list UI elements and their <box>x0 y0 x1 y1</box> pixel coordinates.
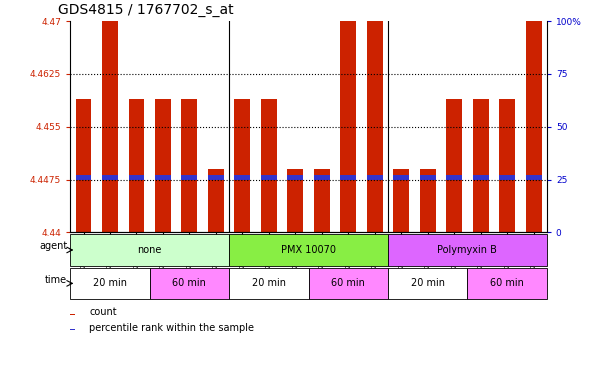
Bar <box>261 175 277 180</box>
Bar <box>128 175 144 180</box>
Text: 60 min: 60 min <box>331 278 365 288</box>
Bar <box>499 175 515 180</box>
Bar <box>525 21 541 232</box>
Bar <box>446 175 462 180</box>
Text: count: count <box>89 307 117 317</box>
Text: GDS4815 / 1767702_s_at: GDS4815 / 1767702_s_at <box>58 3 233 17</box>
Bar <box>446 99 462 232</box>
Bar <box>393 175 409 180</box>
Bar <box>76 99 92 232</box>
Bar <box>473 175 489 180</box>
Bar <box>181 99 197 232</box>
Bar <box>367 21 382 232</box>
Bar <box>76 175 92 180</box>
Bar <box>70 329 75 330</box>
Text: 60 min: 60 min <box>172 278 207 288</box>
Bar <box>420 175 436 180</box>
Text: time: time <box>45 275 67 285</box>
Text: percentile rank within the sample: percentile rank within the sample <box>89 323 254 333</box>
Bar <box>367 175 382 180</box>
Bar <box>314 175 330 180</box>
Bar <box>181 175 197 180</box>
Text: Polymyxin B: Polymyxin B <box>437 245 497 255</box>
Bar <box>155 175 171 180</box>
Bar <box>340 175 356 180</box>
Bar <box>499 99 515 232</box>
Text: 60 min: 60 min <box>490 278 524 288</box>
Text: 20 min: 20 min <box>411 278 445 288</box>
Bar <box>420 169 436 232</box>
Text: 20 min: 20 min <box>93 278 127 288</box>
Bar <box>102 21 118 232</box>
Text: 20 min: 20 min <box>252 278 286 288</box>
Bar <box>340 21 356 232</box>
Bar <box>287 175 303 180</box>
Bar <box>102 175 118 180</box>
Bar <box>208 175 224 180</box>
Bar <box>261 99 277 232</box>
Text: PMX 10070: PMX 10070 <box>281 245 336 255</box>
Text: none: none <box>137 245 162 255</box>
Bar <box>314 169 330 232</box>
Bar <box>235 99 251 232</box>
Bar <box>393 169 409 232</box>
Bar <box>155 99 171 232</box>
Bar <box>473 99 489 232</box>
Bar <box>525 175 541 180</box>
Bar <box>287 169 303 232</box>
Bar <box>128 99 144 232</box>
Bar <box>208 169 224 232</box>
Bar <box>235 175 251 180</box>
Text: agent: agent <box>39 241 67 251</box>
